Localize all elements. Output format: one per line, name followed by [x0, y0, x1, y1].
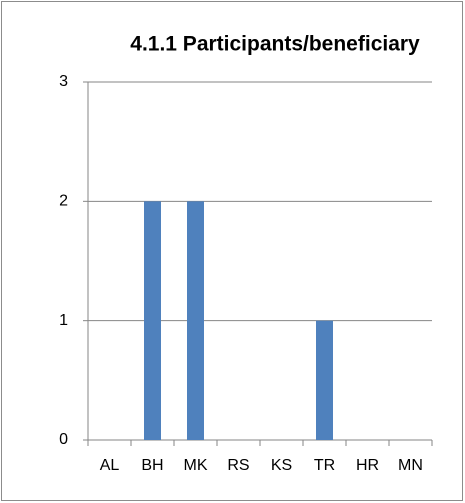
bar [316, 320, 333, 440]
x-tick-label: AL [100, 457, 120, 474]
bar [187, 201, 204, 440]
x-tick-label: BH [141, 457, 163, 474]
y-tick-label: 2 [59, 193, 68, 210]
x-tick-label: MK [184, 457, 208, 474]
x-tick-label: KS [271, 457, 292, 474]
y-tick-label: 0 [59, 431, 68, 448]
x-tick-label: RS [227, 457, 249, 474]
x-tick-label: HR [356, 457, 379, 474]
y-tick-label: 3 [59, 73, 68, 90]
chart-title: 4.1.1 Participants/beneficiary [130, 33, 420, 56]
x-tick-label: MN [398, 457, 423, 474]
y-tick-label: 1 [59, 312, 68, 329]
bar [144, 201, 161, 440]
x-tick-label: TR [314, 457, 335, 474]
